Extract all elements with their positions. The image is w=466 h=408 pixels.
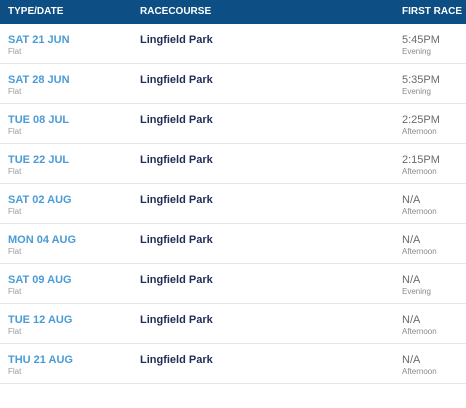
- fixture-date[interactable]: SAT 28 JUN: [8, 74, 70, 86]
- fixture-racecourse[interactable]: Lingfield Park: [140, 154, 213, 166]
- fixture-racecourse[interactable]: Lingfield Park: [140, 74, 213, 86]
- fixture-racecourse[interactable]: Lingfield Park: [140, 314, 213, 326]
- fixture-type: Flat: [8, 207, 22, 216]
- fixture-date[interactable]: TUE 22 JUL: [8, 154, 70, 166]
- race-session: Afternoon: [402, 327, 437, 336]
- fixture-row[interactable]: SAT 09 AUG Flat Lingfield Park N/A Eveni…: [0, 264, 466, 304]
- fixture-row[interactable]: TUE 08 JUL Flat Lingfield Park 2:25PM Af…: [0, 104, 466, 144]
- fixture-row[interactable]: TUE 12 AUG Flat Lingfield Park N/A After…: [0, 304, 466, 344]
- fixture-racecourse[interactable]: Lingfield Park: [140, 114, 213, 126]
- first-race-time: N/A: [402, 234, 421, 246]
- fixture-racecourse[interactable]: Lingfield Park: [140, 194, 213, 206]
- fixture-racecourse[interactable]: Lingfield Park: [140, 234, 213, 246]
- fixture-row[interactable]: SAT 21 JUN Flat Lingfield Park 5:45PM Ev…: [0, 24, 466, 64]
- fixture-date[interactable]: TUE 08 JUL: [8, 114, 70, 126]
- first-race-time: N/A: [402, 194, 421, 206]
- fixture-type: Flat: [8, 247, 22, 256]
- first-race-time: N/A: [402, 354, 421, 366]
- race-session: Afternoon: [402, 247, 437, 256]
- fixture-date[interactable]: SAT 09 AUG: [8, 274, 72, 286]
- fixture-date[interactable]: SAT 21 JUN: [8, 34, 70, 46]
- fixture-date[interactable]: SAT 02 AUG: [8, 194, 72, 206]
- table-header: TYPE/DATE RACECOURSE FIRST RACE: [0, 0, 466, 24]
- fixtures-table: TYPE/DATE RACECOURSE FIRST RACE SAT 21 J…: [0, 0, 466, 384]
- fixture-date[interactable]: TUE 12 AUG: [8, 314, 73, 326]
- first-race-time: 2:15PM: [402, 154, 440, 166]
- first-race-time: N/A: [402, 314, 421, 326]
- fixture-racecourse[interactable]: Lingfield Park: [140, 34, 213, 46]
- first-race-time: 2:25PM: [402, 114, 440, 126]
- first-race-time: 5:45PM: [402, 34, 440, 46]
- header-racecourse: RACECOURSE: [140, 6, 212, 17]
- fixture-row[interactable]: MON 04 AUG Flat Lingfield Park N/A After…: [0, 224, 466, 264]
- race-session: Afternoon: [402, 367, 437, 376]
- fixture-row[interactable]: THU 21 AUG Flat Lingfield Park N/A After…: [0, 344, 466, 384]
- race-session: Evening: [402, 87, 431, 96]
- race-session: Afternoon: [402, 167, 437, 176]
- header-type-date: TYPE/DATE: [8, 6, 64, 17]
- fixture-type: Flat: [8, 167, 22, 176]
- race-session: Afternoon: [402, 127, 437, 136]
- fixture-row[interactable]: TUE 22 JUL Flat Lingfield Park 2:15PM Af…: [0, 144, 466, 184]
- fixture-racecourse[interactable]: Lingfield Park: [140, 274, 213, 286]
- first-race-time: 5:35PM: [402, 74, 440, 86]
- fixture-type: Flat: [8, 127, 22, 136]
- race-session: Evening: [402, 47, 431, 56]
- fixture-type: Flat: [8, 87, 22, 96]
- fixture-type: Flat: [8, 47, 22, 56]
- fixture-racecourse[interactable]: Lingfield Park: [140, 354, 213, 366]
- fixture-date[interactable]: MON 04 AUG: [8, 234, 77, 246]
- fixture-row[interactable]: SAT 02 AUG Flat Lingfield Park N/A After…: [0, 184, 466, 224]
- fixture-row[interactable]: SAT 28 JUN Flat Lingfield Park 5:35PM Ev…: [0, 64, 466, 104]
- fixture-type: Flat: [8, 367, 22, 376]
- fixture-type: Flat: [8, 287, 22, 296]
- fixture-date[interactable]: THU 21 AUG: [8, 354, 73, 366]
- header-first-race: FIRST RACE: [402, 6, 462, 17]
- race-session: Afternoon: [402, 207, 437, 216]
- fixture-type: Flat: [8, 327, 22, 336]
- race-session: Evening: [402, 287, 431, 296]
- first-race-time: N/A: [402, 274, 421, 286]
